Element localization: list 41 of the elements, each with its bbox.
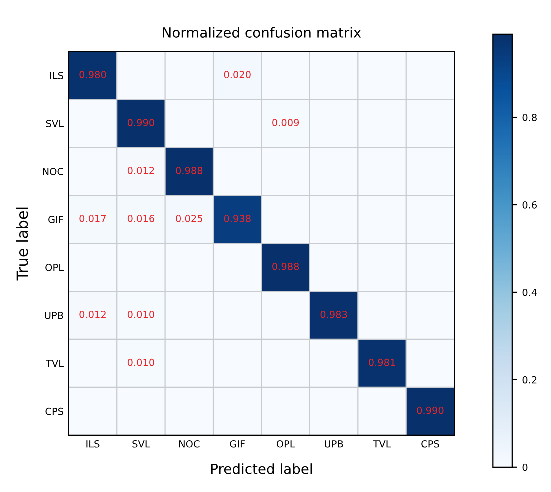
y-tick-label: CPS [46, 408, 64, 416]
y-tick-label: OPL [46, 264, 64, 272]
data-label: 0.990 [128, 119, 154, 126]
data-label: 0.983 [320, 310, 348, 318]
y-tick-label: ILS [50, 72, 64, 80]
x-tick-label: NOC [180, 440, 200, 448]
data-label: 0.988 [176, 167, 203, 174]
data-label: 0.016 [128, 215, 154, 222]
color-bar-label: 0.4 [522, 288, 538, 296]
chart-title: Normalized confusion matrix [163, 27, 362, 38]
x-tick-label: OPL [276, 440, 296, 448]
y-tick-label: UPB [45, 312, 64, 320]
data-label: 0.017 [80, 215, 106, 222]
color-bar-label: 0.6 [522, 201, 537, 209]
data-label: 0.010 [128, 310, 154, 318]
data-label: 0.981 [368, 358, 396, 366]
color-bar-label: 0 [522, 464, 528, 472]
x-tick-label: SVL [132, 440, 150, 448]
x-tick-label: GIF [230, 440, 246, 448]
y-tick-label: GIF [48, 216, 64, 224]
x-tick-label: TVL [373, 440, 392, 448]
data-label: 0.020 [224, 71, 251, 78]
x-tick-label: ILS [86, 440, 100, 448]
y-tick-label: TVL [46, 360, 64, 368]
data-label: 0.010 [128, 358, 154, 366]
data-label: 0.990 [417, 406, 444, 414]
x-axis-title: Predicted label [211, 464, 312, 474]
y-tick-label: SVL [46, 120, 64, 128]
color-bar-label: 0.8 [522, 114, 537, 122]
data-label: 0.938 [224, 215, 251, 222]
y-axis-title: True label [16, 208, 28, 281]
y-tick-label: NOC [43, 168, 64, 176]
data-label: 0.012 [80, 310, 106, 318]
data-label: 0.009 [272, 119, 300, 126]
data-label: 0.980 [80, 71, 106, 78]
data-label: 0.025 [176, 215, 202, 222]
color-bar-label: 0.2 [522, 376, 537, 384]
data-label: 0.012 [128, 167, 154, 174]
data-label: 0.988 [272, 262, 300, 270]
x-tick-label: UPB [325, 440, 344, 448]
x-tick-label: CPS [422, 440, 440, 448]
